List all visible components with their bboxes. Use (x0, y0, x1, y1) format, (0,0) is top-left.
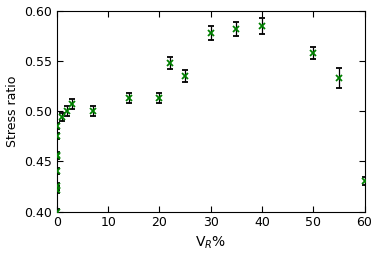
Y-axis label: Stress ratio: Stress ratio (6, 75, 19, 147)
X-axis label: V$_R$%: V$_R$% (195, 235, 226, 251)
